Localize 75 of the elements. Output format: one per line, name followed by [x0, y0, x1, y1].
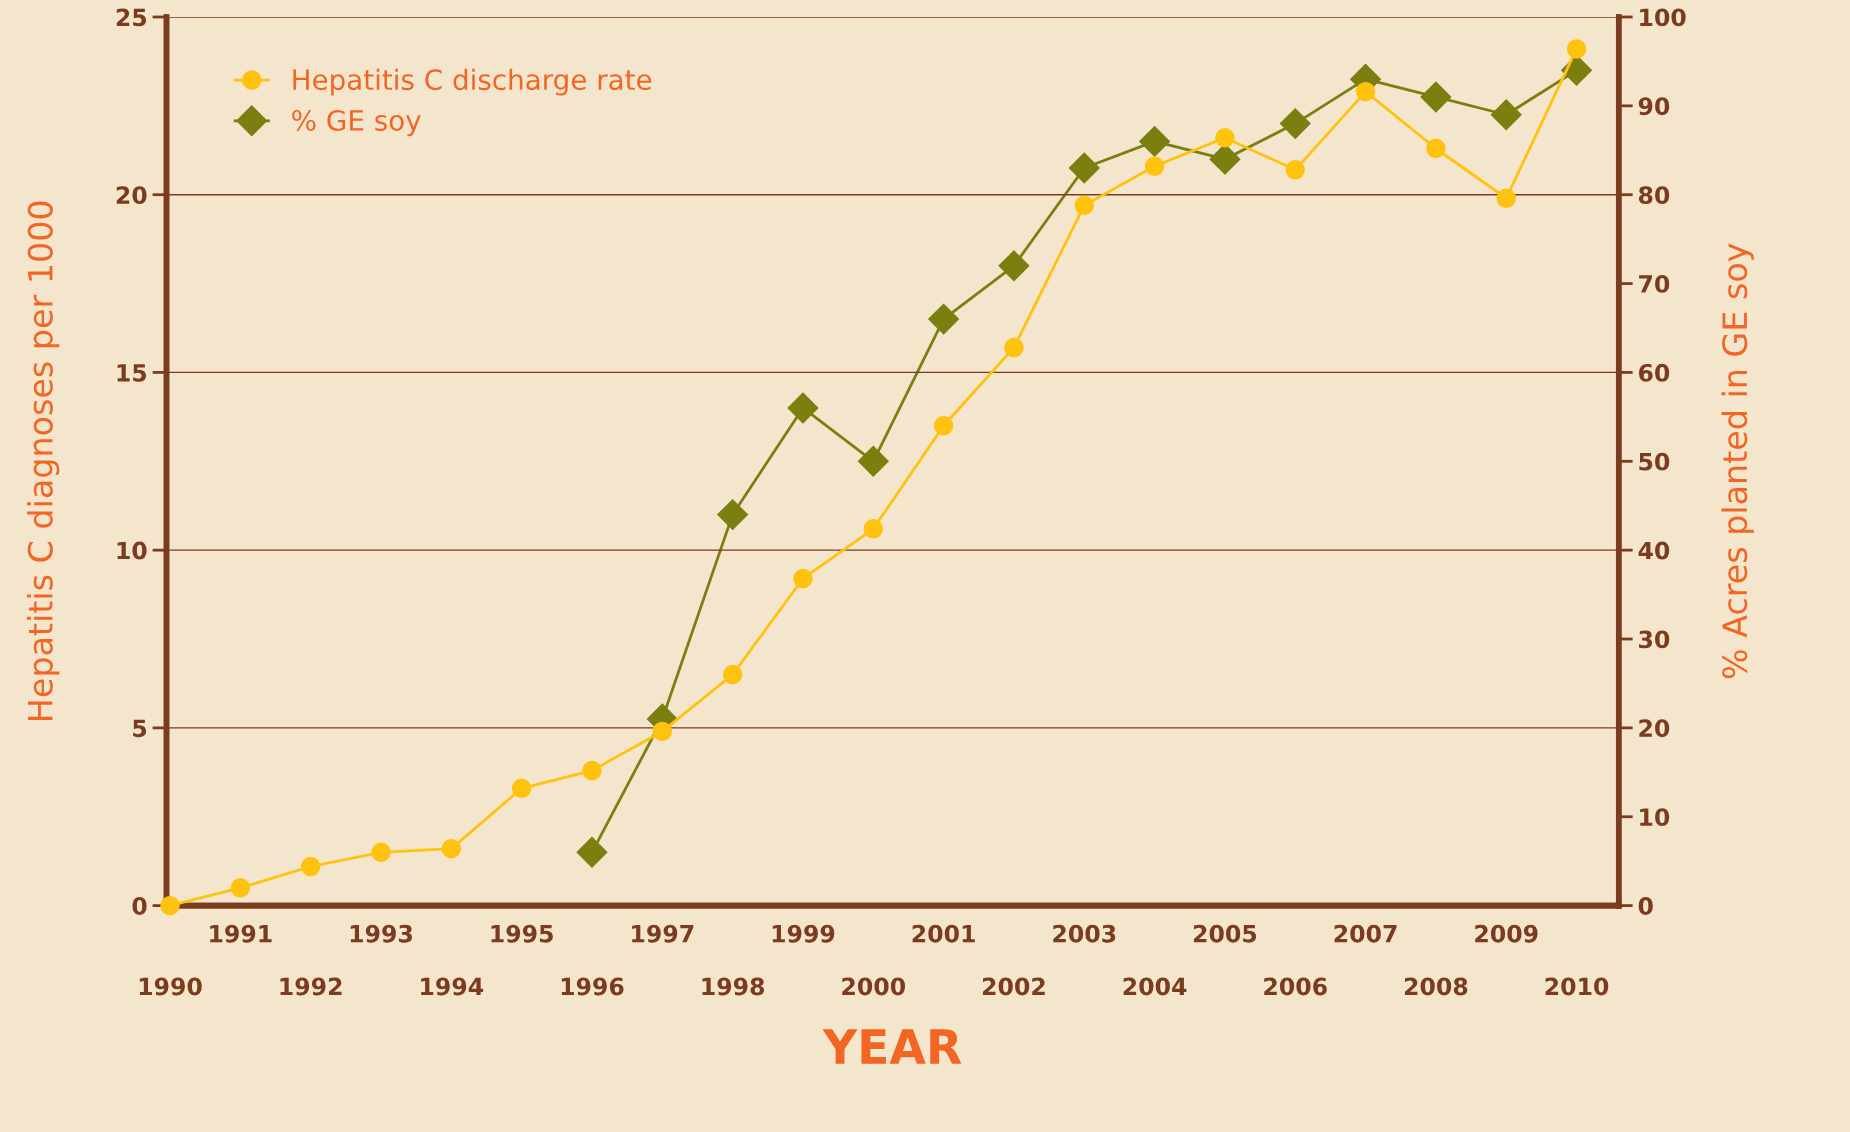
point: [1566, 39, 1587, 59]
point: [441, 839, 462, 859]
point: [371, 842, 391, 863]
y2-tick-label: 70: [1639, 275, 1670, 293]
y2-tick-label: 10: [1640, 808, 1670, 827]
x-tick-label: 1994: [421, 977, 484, 996]
point: [576, 836, 608, 868]
point: [1426, 138, 1446, 159]
y2-tick-label: 50: [1639, 452, 1670, 471]
point: [1215, 128, 1235, 148]
x-axis-title: YEAR: [822, 1029, 962, 1064]
x-tick-label: 2010: [1545, 977, 1609, 996]
point: [722, 664, 743, 685]
point: [933, 416, 954, 436]
point: [793, 568, 813, 589]
point: [230, 878, 251, 898]
y2-tick-label: 30: [1639, 630, 1670, 649]
point: [857, 445, 889, 477]
point: [863, 519, 884, 539]
point: [1004, 337, 1024, 358]
y-tick-label: 25: [116, 8, 147, 27]
x-tick-label: 1999: [772, 924, 835, 943]
point: [1285, 160, 1305, 180]
point: [1139, 125, 1171, 157]
legend-label: % GE soy: [292, 109, 421, 137]
y2-tick-label: 0: [1638, 897, 1653, 915]
point: [717, 499, 749, 531]
x-tick-label: 2006: [1264, 977, 1327, 996]
y2-tick-label: 60: [1638, 363, 1670, 382]
x-tick-label: 1998: [702, 977, 765, 996]
y2-tick-label: 90: [1638, 97, 1670, 116]
x-tick-label: 1993: [350, 924, 412, 943]
point: [1496, 188, 1516, 208]
point: [1355, 81, 1376, 102]
y-tick-label: 20: [116, 186, 147, 205]
y-tick-label: 0: [132, 897, 147, 915]
x-tick-label: 2003: [1053, 924, 1116, 943]
y2-tick-label: 80: [1638, 186, 1670, 205]
x-tick-label: 2000: [842, 977, 906, 996]
x-tick-label: 2009: [1475, 924, 1538, 943]
x-tick-label: 2001: [912, 924, 975, 943]
point: [1490, 99, 1522, 131]
point: [998, 250, 1030, 282]
x-tick-label: 2004: [1123, 977, 1187, 996]
x-tick-label: 1992: [280, 977, 342, 996]
y2-tick-label: 20: [1639, 719, 1670, 738]
point: [511, 778, 532, 799]
y2-tick-label: 40: [1638, 541, 1670, 560]
point: [300, 856, 321, 877]
y-tick-label: 5: [133, 719, 147, 738]
point: [928, 303, 960, 335]
y2-tick-label: 100: [1640, 8, 1686, 27]
point: [652, 721, 673, 742]
y-tick-label: 15: [117, 364, 147, 382]
point: [1068, 152, 1100, 184]
point: [1420, 81, 1452, 113]
x-tick-label: 2002: [982, 977, 1045, 996]
point: [160, 895, 180, 916]
point: [1144, 156, 1165, 176]
x-tick-label: 1996: [561, 977, 624, 996]
legend-label: Hepatitis C discharge rate: [293, 68, 652, 96]
x-tick-label: 1991: [210, 924, 272, 943]
x-tick-label: 1997: [632, 924, 694, 943]
x-tick-label: 2005: [1193, 924, 1257, 943]
point: [1074, 195, 1094, 216]
y-tick-label: 10: [117, 541, 147, 560]
y-axis-title: Hepatitis C diagnoses per 1000: [27, 201, 60, 720]
x-tick-label: 2008: [1404, 977, 1468, 996]
point: [787, 392, 819, 424]
point: [1279, 108, 1311, 140]
point: [582, 760, 602, 781]
x-tick-label: 2007: [1334, 924, 1397, 943]
x-tick-label: 1990: [139, 977, 202, 996]
y2-axis-title: % Acres planted in GE soy: [1721, 243, 1754, 679]
x-tick-label: 1995: [491, 924, 553, 943]
